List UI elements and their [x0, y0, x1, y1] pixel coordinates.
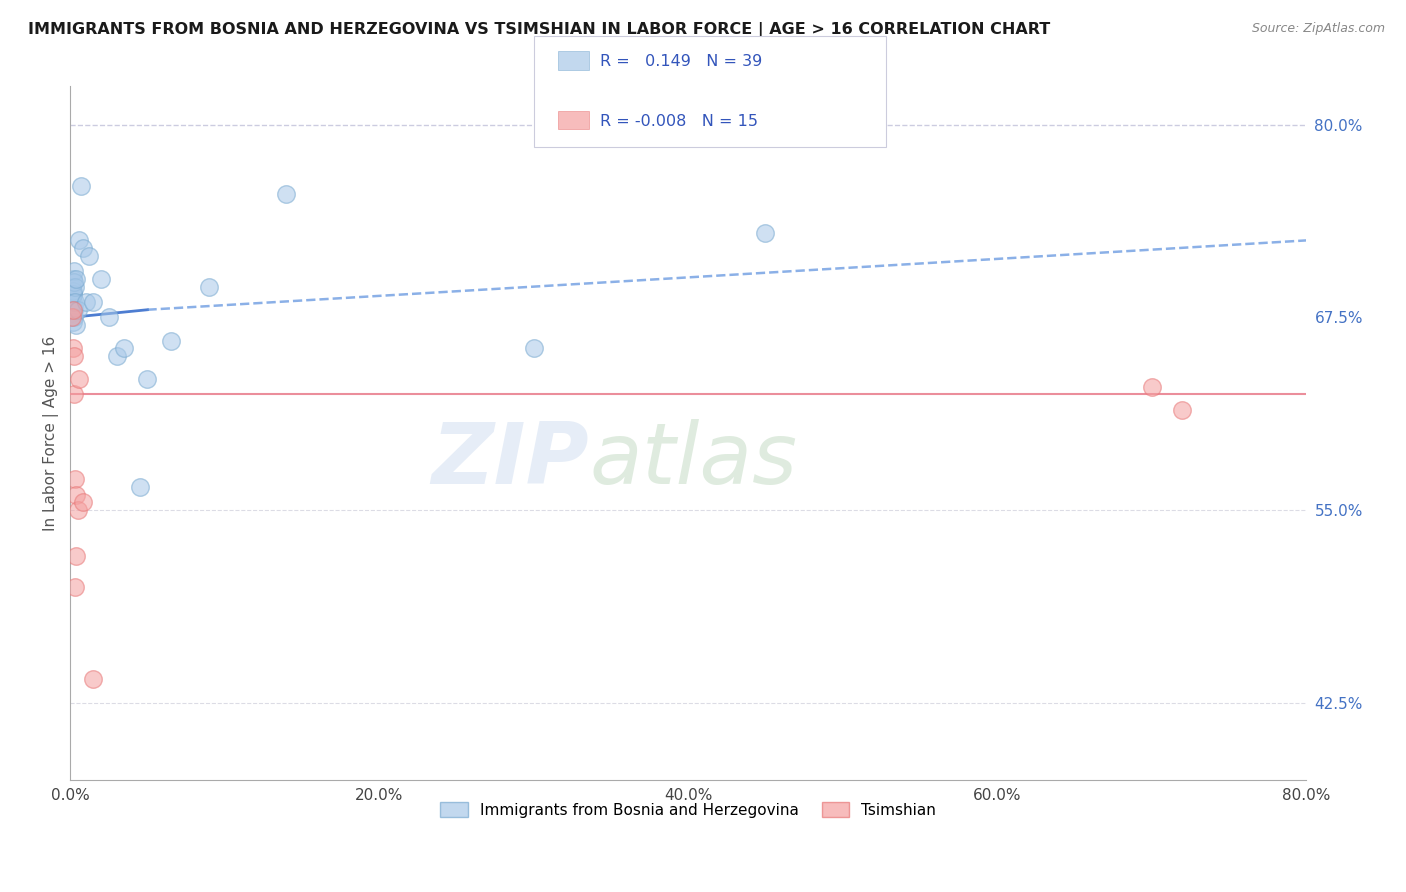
- Point: [62, 387, 84, 401]
- Point: [62, 275, 84, 289]
- Point: [75, 295, 97, 310]
- Point: [62, 295, 84, 310]
- Point: [82, 295, 104, 310]
- Text: atlas: atlas: [589, 419, 797, 502]
- Point: [65, 487, 87, 501]
- Point: [72, 241, 94, 255]
- Point: [62, 272, 84, 286]
- Point: [105, 349, 128, 363]
- Point: [754, 226, 776, 240]
- Point: [62, 287, 84, 301]
- Point: [62, 341, 84, 355]
- Point: [60, 290, 83, 304]
- Point: [63, 302, 86, 317]
- Point: [62, 302, 84, 317]
- Point: [97, 310, 120, 325]
- Y-axis label: In Labor Force | Age > 16: In Labor Force | Age > 16: [44, 335, 59, 531]
- Point: [112, 341, 135, 355]
- Point: [82, 673, 104, 687]
- Point: [60, 310, 83, 325]
- Point: [72, 495, 94, 509]
- Point: [62, 285, 84, 299]
- Point: [77, 249, 100, 263]
- Point: [136, 372, 159, 386]
- Point: [63, 295, 86, 310]
- Point: [65, 318, 87, 333]
- Point: [63, 349, 86, 363]
- Point: [66, 503, 89, 517]
- Text: R =   0.149   N = 39: R = 0.149 N = 39: [600, 54, 762, 69]
- Legend: Immigrants from Bosnia and Herzegovina, Tsimshian: Immigrants from Bosnia and Herzegovina, …: [434, 797, 942, 824]
- Point: [63, 279, 86, 293]
- Point: [70, 179, 93, 194]
- Text: R = -0.008   N = 15: R = -0.008 N = 15: [600, 114, 758, 128]
- Point: [60, 279, 83, 293]
- Text: Source: ZipAtlas.com: Source: ZipAtlas.com: [1251, 22, 1385, 36]
- Point: [65, 549, 87, 564]
- Text: ZIP: ZIP: [432, 419, 589, 502]
- Point: [66, 302, 89, 317]
- Point: [1140, 380, 1163, 394]
- Point: [63, 580, 86, 594]
- Point: [523, 341, 546, 355]
- Point: [60, 310, 83, 325]
- Point: [60, 300, 83, 314]
- Point: [63, 310, 86, 325]
- Point: [159, 334, 181, 348]
- Point: [128, 480, 150, 494]
- Point: [62, 315, 84, 329]
- Point: [63, 472, 86, 486]
- Point: [60, 306, 83, 320]
- Point: [62, 302, 84, 317]
- Point: [198, 279, 221, 293]
- Point: [67, 234, 90, 248]
- Point: [1171, 403, 1194, 417]
- Text: IMMIGRANTS FROM BOSNIA AND HERZEGOVINA VS TSIMSHIAN IN LABOR FORCE | AGE > 16 CO: IMMIGRANTS FROM BOSNIA AND HERZEGOVINA V…: [28, 22, 1050, 38]
- Point: [65, 272, 87, 286]
- Point: [62, 264, 84, 278]
- Point: [62, 287, 84, 301]
- Point: [60, 302, 83, 317]
- Point: [276, 187, 298, 202]
- Point: [90, 272, 112, 286]
- Point: [69, 372, 91, 386]
